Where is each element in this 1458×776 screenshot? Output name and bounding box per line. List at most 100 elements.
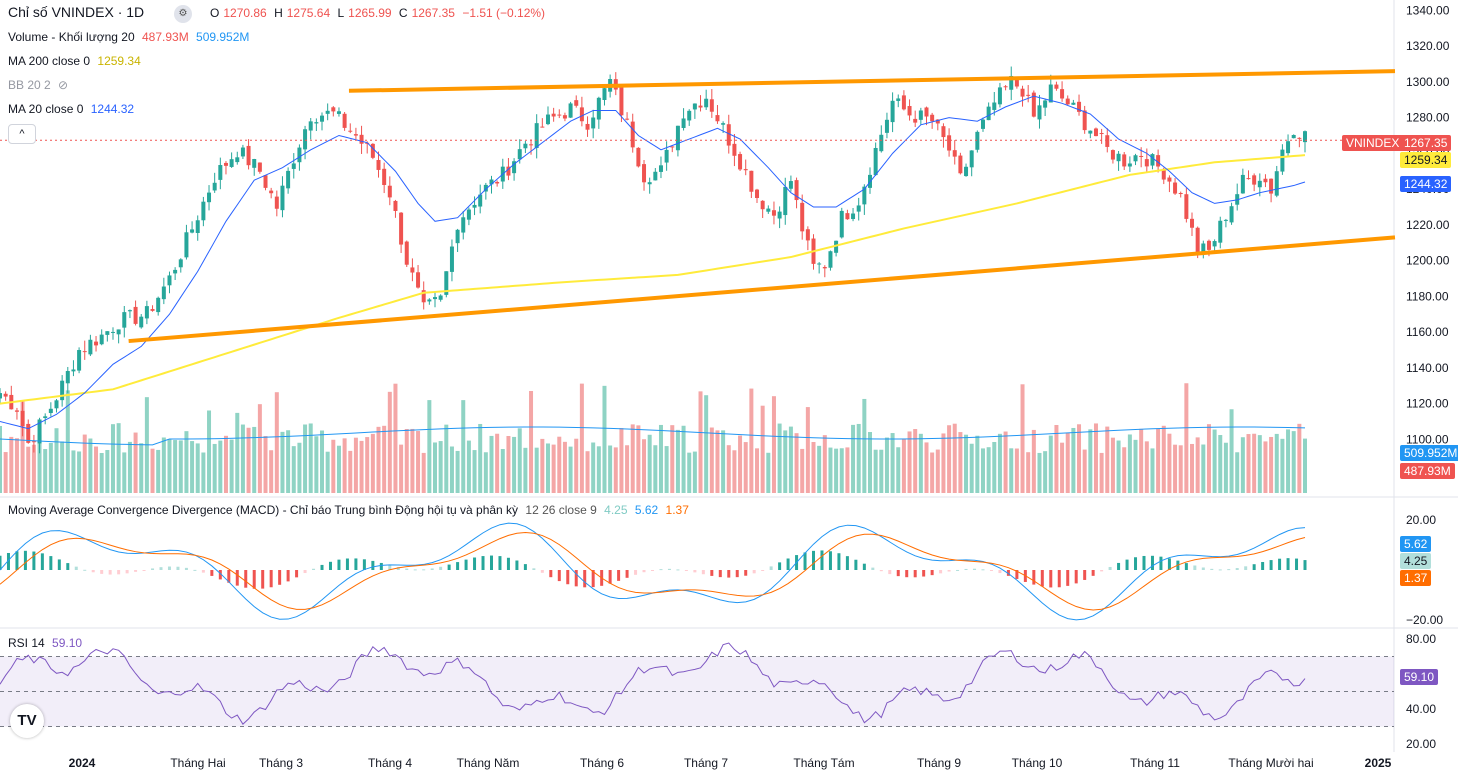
ohlc-low: 1265.99 <box>348 6 392 20</box>
candle-body <box>1139 155 1144 157</box>
candle-body <box>777 211 782 219</box>
macd-hist-bar <box>583 570 587 588</box>
volume-bar <box>1229 409 1234 493</box>
candle-body <box>1082 110 1087 131</box>
volume-bar <box>359 440 364 493</box>
candle-body <box>370 143 375 158</box>
macd-signal-value: 1.37 <box>665 503 689 517</box>
volume-bar <box>1286 429 1291 493</box>
macd-hist-bar <box>506 557 510 570</box>
volume-bar <box>653 445 658 493</box>
volume-bar <box>856 423 861 493</box>
time-tick-label: Tháng Tám <box>793 756 854 770</box>
volume-bar <box>1139 428 1144 493</box>
macd-hist-bar <box>888 570 892 575</box>
candle-body <box>342 113 347 128</box>
candle-body <box>630 121 635 148</box>
candle-body <box>941 126 946 138</box>
volume-bar <box>455 450 460 493</box>
ohlc-legend: O 1270.86 H 1275.64 L 1265.99 C 1267.35 −1.5… <box>210 6 549 20</box>
volume-bar <box>178 440 183 493</box>
volume-bar <box>941 433 946 493</box>
macd-hist-bar <box>167 566 171 570</box>
volume-bar <box>235 412 240 493</box>
volume-bar <box>585 451 590 493</box>
volume-bar <box>410 428 415 493</box>
macd-badge: 5.62 <box>1400 536 1432 552</box>
time-tick-label: Tháng 6 <box>580 756 624 770</box>
volume-bar <box>387 391 392 493</box>
gear-icon[interactable]: ⚙ <box>174 5 192 23</box>
candle-body <box>291 163 296 169</box>
candle-body <box>320 115 325 122</box>
volume-bar <box>1150 448 1155 493</box>
macd-hist-bar <box>1057 570 1061 588</box>
volume-bar <box>506 436 511 493</box>
candle-body <box>930 114 935 122</box>
macd-hist-bar <box>557 570 561 582</box>
macd-hist-bar <box>1091 570 1095 576</box>
price-tick-label: 1320.00 <box>1406 39 1450 53</box>
candle-body <box>325 110 330 114</box>
volume-bar <box>771 396 776 493</box>
candle-body <box>709 99 714 112</box>
candle-body <box>43 416 48 419</box>
macd-hist-bar <box>6 552 10 570</box>
macd-hist-bar <box>125 570 129 574</box>
candle-body <box>884 119 889 133</box>
volume-bar <box>252 426 257 493</box>
chevron-up-icon[interactable]: ^ <box>8 124 36 144</box>
volume-bar <box>20 401 25 493</box>
candle-body <box>907 106 912 116</box>
candle-body <box>1286 141 1291 154</box>
candle-body <box>924 107 929 117</box>
volume-bar <box>862 398 867 493</box>
macd-hist-bar <box>430 568 434 570</box>
candle-body <box>331 107 336 112</box>
volume-bar <box>472 450 477 493</box>
volume-bar <box>1280 438 1285 493</box>
macd-hist-bar <box>964 568 968 570</box>
ohlc-l-label: L <box>337 6 345 20</box>
candle-body <box>1218 220 1223 243</box>
macd-hist-bar <box>261 570 265 589</box>
candle-body <box>997 87 1002 105</box>
candle-body <box>1127 163 1132 167</box>
volume-bar <box>698 391 703 493</box>
volume-bar <box>1212 429 1217 493</box>
macd-hist-bar <box>676 569 680 571</box>
eye-hidden-icon[interactable]: ⊘ <box>58 78 69 92</box>
volume-bar <box>788 426 793 493</box>
candle-body <box>48 408 53 414</box>
macd-hist-bar <box>837 553 841 570</box>
macd-hist-bar <box>625 570 629 578</box>
macd-hist-bar <box>1040 570 1044 587</box>
macd-params: 12 26 close 9 <box>525 503 597 517</box>
volume-bar <box>1088 429 1093 493</box>
volume-bar <box>1291 431 1296 493</box>
volume-label: Volume - Khối lượng 20 <box>8 30 135 44</box>
volume-bar <box>336 445 341 493</box>
volume-bar <box>625 445 630 493</box>
volume-bar <box>704 395 709 493</box>
candle-body <box>1031 92 1036 117</box>
candle-body <box>1088 130 1093 134</box>
macd-hist-bar <box>1117 562 1121 570</box>
macd-hist-bar <box>337 559 341 570</box>
candle-body <box>828 251 833 268</box>
macd-hist-bar <box>1244 566 1248 570</box>
macd-hist-bar <box>269 570 273 588</box>
candle-body <box>229 159 234 167</box>
macd-hist-bar <box>744 570 748 576</box>
candle-body <box>1014 78 1019 87</box>
tradingview-logo-icon[interactable]: TV <box>10 704 44 738</box>
volume-bar <box>947 425 952 493</box>
time-tick-label: 2024 <box>69 756 96 770</box>
volume-bars <box>0 383 1307 493</box>
macd-hist-bar <box>1278 558 1282 570</box>
candle-body <box>122 312 127 328</box>
volume-bar <box>687 452 692 493</box>
volume-bar <box>43 449 48 493</box>
macd-hist-bar <box>1159 556 1163 570</box>
